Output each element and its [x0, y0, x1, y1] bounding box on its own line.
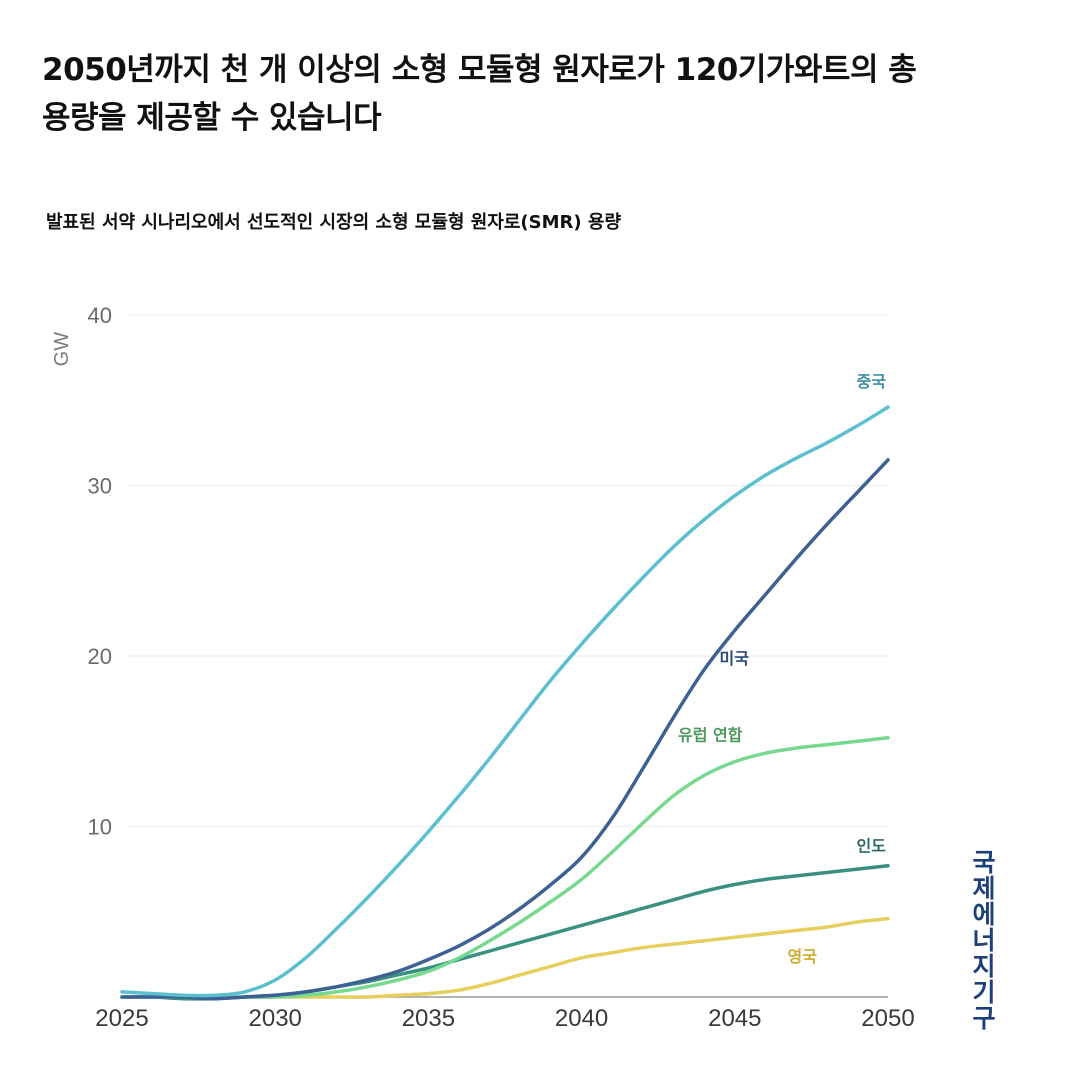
x-tick-label: 2035 [402, 1005, 455, 1032]
y-tick-label: 10 [88, 815, 112, 840]
grid-lines [126, 314, 888, 827]
y-axis-unit-label: GW [51, 332, 73, 367]
chart-subtitle: 발표된 서약 시나리오에서 선도적인 시장의 소형 모듈형 원자로(SMR) 용… [46, 212, 621, 233]
series-line [120, 405, 890, 998]
series-label: 중국 [857, 372, 887, 391]
series-label: 인도 [857, 837, 887, 856]
y-tick-label: 40 [88, 303, 112, 328]
source-label: 국제에너지기구 [972, 848, 996, 1033]
series-label: 유럽 연합 [678, 726, 743, 745]
series-line [120, 458, 890, 1001]
series-line [120, 736, 890, 999]
y-tick-label: 30 [88, 474, 112, 499]
chart-title: 2050년까지 천 개 이상의 소형 모듈형 원자로가 120기가와트의 총 용… [42, 52, 917, 136]
series-label: 미국 [719, 649, 749, 668]
x-tick-label: 2040 [555, 1005, 608, 1032]
x-tick-label: 2025 [95, 1005, 148, 1032]
x-tick-label: 2045 [708, 1005, 761, 1032]
x-tick-label: 2050 [861, 1005, 914, 1032]
x-tick-label: 2030 [249, 1005, 302, 1032]
y-tick-label: 20 [88, 644, 112, 669]
series-lines [120, 405, 890, 1001]
series-label: 영국 [787, 947, 817, 966]
